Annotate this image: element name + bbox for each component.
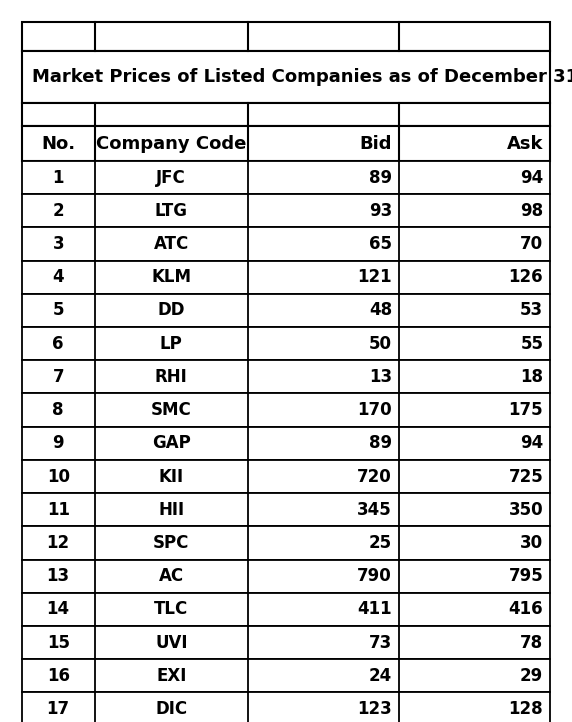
Text: 24: 24 xyxy=(369,667,392,684)
Text: 10: 10 xyxy=(47,468,70,485)
Bar xyxy=(22,593,550,626)
Text: 13: 13 xyxy=(47,567,70,585)
Bar xyxy=(22,493,550,526)
Text: 7: 7 xyxy=(53,368,64,386)
Bar xyxy=(22,261,550,294)
Bar xyxy=(22,227,550,261)
Text: 50: 50 xyxy=(369,335,392,352)
Text: SMC: SMC xyxy=(151,401,192,419)
Text: 4: 4 xyxy=(53,269,64,286)
Bar xyxy=(22,626,550,659)
Bar xyxy=(22,126,550,161)
Text: 14: 14 xyxy=(47,601,70,618)
Text: 94: 94 xyxy=(520,169,543,186)
Text: ATC: ATC xyxy=(154,235,189,253)
Text: 89: 89 xyxy=(369,435,392,452)
Text: 9: 9 xyxy=(53,435,64,452)
Text: 73: 73 xyxy=(369,634,392,651)
Text: DD: DD xyxy=(157,302,185,319)
Text: 6: 6 xyxy=(53,335,64,352)
Bar xyxy=(22,560,550,593)
Text: 126: 126 xyxy=(509,269,543,286)
Text: 18: 18 xyxy=(521,368,543,386)
Bar xyxy=(22,526,550,560)
Text: LTG: LTG xyxy=(155,202,188,219)
Text: 720: 720 xyxy=(358,468,392,485)
Bar xyxy=(22,393,550,427)
Text: 411: 411 xyxy=(358,601,392,618)
Bar xyxy=(22,460,550,493)
Text: GAP: GAP xyxy=(152,435,190,452)
Text: 795: 795 xyxy=(509,567,543,585)
Text: EXI: EXI xyxy=(156,667,186,684)
Text: AC: AC xyxy=(159,567,184,585)
Text: 11: 11 xyxy=(47,501,70,518)
Text: 5: 5 xyxy=(53,302,64,319)
Text: 123: 123 xyxy=(358,700,392,718)
Text: KLM: KLM xyxy=(152,269,191,286)
Bar xyxy=(22,659,550,692)
Text: 350: 350 xyxy=(509,501,543,518)
Text: SPC: SPC xyxy=(153,534,189,552)
Text: 65: 65 xyxy=(369,235,392,253)
Text: KII: KII xyxy=(159,468,184,485)
Text: 725: 725 xyxy=(509,468,543,485)
Text: DIC: DIC xyxy=(155,700,188,718)
Text: 55: 55 xyxy=(521,335,543,352)
Text: 25: 25 xyxy=(369,534,392,552)
Text: 93: 93 xyxy=(369,202,392,219)
Bar xyxy=(22,161,550,194)
Text: 53: 53 xyxy=(520,302,543,319)
Text: 70: 70 xyxy=(520,235,543,253)
Bar xyxy=(22,427,550,460)
Text: 98: 98 xyxy=(520,202,543,219)
Text: 121: 121 xyxy=(358,269,392,286)
Text: 13: 13 xyxy=(369,368,392,386)
Text: 1: 1 xyxy=(53,169,64,186)
Text: 175: 175 xyxy=(509,401,543,419)
Text: 78: 78 xyxy=(520,634,543,651)
Text: 416: 416 xyxy=(509,601,543,618)
Bar xyxy=(22,103,550,126)
Text: UVI: UVI xyxy=(155,634,188,651)
Text: 30: 30 xyxy=(520,534,543,552)
Text: 48: 48 xyxy=(369,302,392,319)
Bar xyxy=(22,294,550,327)
Text: 12: 12 xyxy=(47,534,70,552)
Text: 790: 790 xyxy=(358,567,392,585)
Text: 8: 8 xyxy=(53,401,64,419)
Text: LP: LP xyxy=(160,335,182,352)
Text: 345: 345 xyxy=(358,501,392,518)
Text: 29: 29 xyxy=(520,667,543,684)
Text: No.: No. xyxy=(41,135,76,152)
Text: 3: 3 xyxy=(53,235,64,253)
Bar xyxy=(22,692,550,722)
Text: 17: 17 xyxy=(47,700,70,718)
Text: Company Code: Company Code xyxy=(96,135,247,152)
Text: TLC: TLC xyxy=(154,601,188,618)
Bar xyxy=(22,22,550,51)
Text: Bid: Bid xyxy=(360,135,392,152)
Text: 170: 170 xyxy=(358,401,392,419)
Text: HII: HII xyxy=(158,501,184,518)
Bar xyxy=(22,194,550,227)
Bar xyxy=(22,51,550,103)
Text: 15: 15 xyxy=(47,634,70,651)
Text: 94: 94 xyxy=(520,435,543,452)
Text: 89: 89 xyxy=(369,169,392,186)
Bar xyxy=(22,360,550,393)
Text: Market Prices of Listed Companies as of December 31, 2020: Market Prices of Listed Companies as of … xyxy=(32,68,572,85)
Text: 128: 128 xyxy=(509,700,543,718)
Text: JFC: JFC xyxy=(156,169,186,186)
Text: Ask: Ask xyxy=(507,135,543,152)
Bar xyxy=(22,327,550,360)
Text: 2: 2 xyxy=(53,202,64,219)
Text: RHI: RHI xyxy=(155,368,188,386)
Text: 16: 16 xyxy=(47,667,70,684)
